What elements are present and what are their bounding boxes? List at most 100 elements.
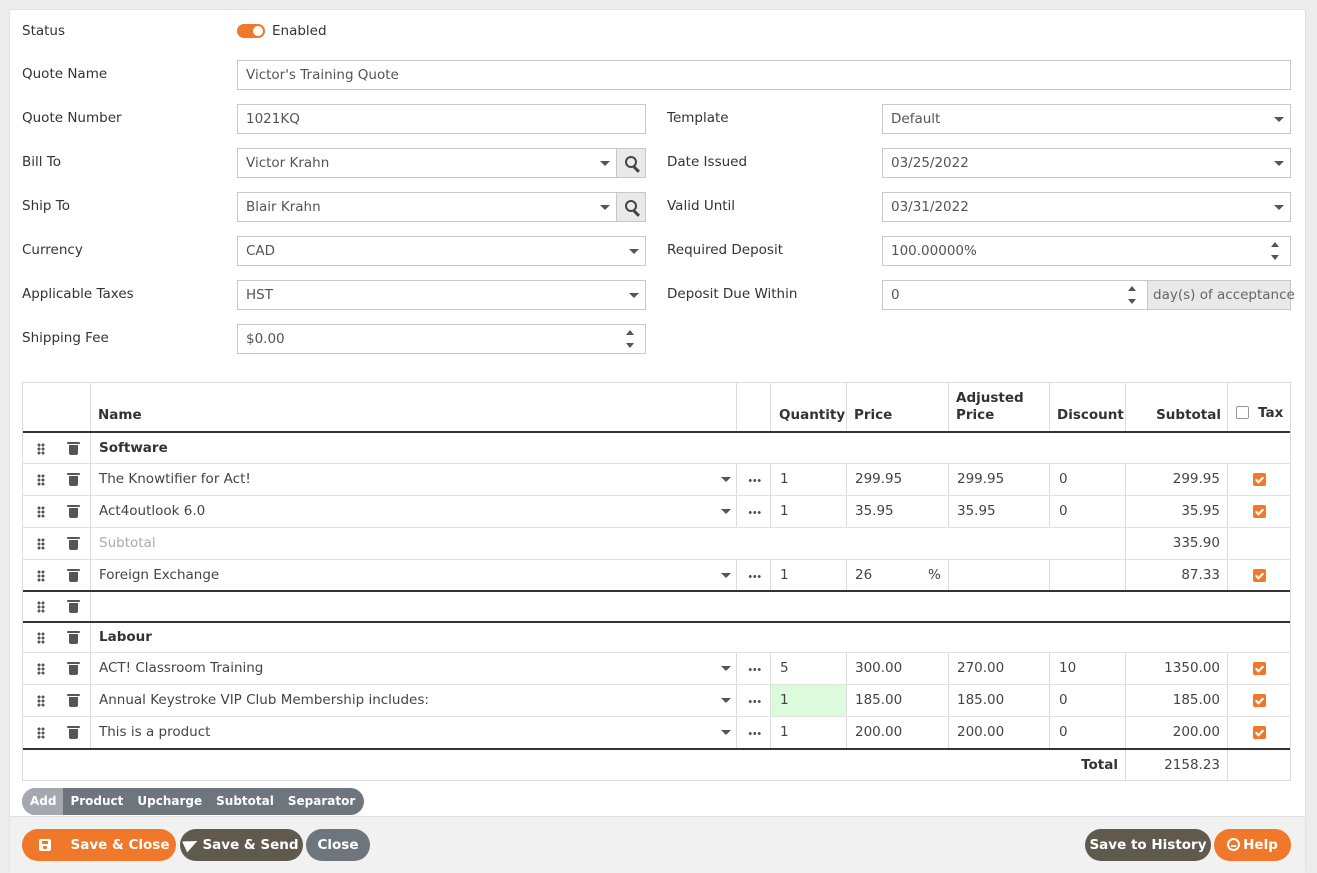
- required-deposit-input[interactable]: 100.00000%: [882, 236, 1291, 266]
- item-name[interactable]: This is a product: [99, 724, 211, 740]
- item-quantity[interactable]: 1: [780, 503, 789, 519]
- item-discount[interactable]: 0: [1059, 724, 1068, 740]
- total-value: 2158.23: [1164, 757, 1220, 773]
- item-price[interactable]: 299.95: [855, 471, 903, 487]
- item-discount[interactable]: 0: [1059, 471, 1068, 487]
- spinner-icon[interactable]: [1128, 286, 1138, 304]
- chevron-down-icon[interactable]: [721, 730, 731, 735]
- tax-checkbox[interactable]: [1253, 473, 1266, 486]
- date-issued-select[interactable]: 03/25/2022: [882, 148, 1291, 178]
- quote-name-input[interactable]: Victor's Training Quote: [237, 60, 1291, 90]
- trash-icon[interactable]: [67, 694, 80, 707]
- taxes-select[interactable]: HST: [237, 280, 646, 310]
- close-button[interactable]: Close: [306, 829, 370, 861]
- group-name[interactable]: Software: [99, 440, 168, 456]
- item-discount[interactable]: 10: [1059, 660, 1077, 676]
- drag-handle-icon[interactable]: [37, 727, 45, 739]
- item-discount[interactable]: 0: [1059, 503, 1068, 519]
- currency-value: CAD: [246, 243, 276, 259]
- more-options-icon[interactable]: [748, 668, 761, 671]
- more-options-icon[interactable]: [748, 479, 761, 482]
- chevron-down-icon[interactable]: [721, 573, 731, 578]
- save-send-button[interactable]: Save & Send: [180, 829, 303, 861]
- save-to-history-button[interactable]: Save to History: [1085, 829, 1211, 861]
- item-name[interactable]: Foreign Exchange: [99, 567, 220, 583]
- trash-icon[interactable]: [67, 537, 80, 550]
- item-quantity[interactable]: 5: [780, 660, 789, 676]
- ship-to-select[interactable]: Blair Krahn: [237, 192, 617, 222]
- item-price[interactable]: 35.95: [855, 503, 894, 519]
- drag-handle-icon[interactable]: [37, 474, 45, 486]
- template-select[interactable]: Default: [882, 104, 1291, 134]
- item-name[interactable]: ACT! Classroom Training: [99, 660, 264, 676]
- group-name[interactable]: Labour: [99, 629, 152, 645]
- item-discount[interactable]: 0: [1059, 692, 1068, 708]
- trash-icon[interactable]: [67, 473, 80, 486]
- trash-icon[interactable]: [67, 662, 80, 675]
- tax-checkbox[interactable]: [1253, 569, 1266, 582]
- subtotal-row-label[interactable]: Subtotal: [99, 535, 156, 551]
- add-subtotal-button[interactable]: Subtotal: [216, 794, 274, 808]
- drag-handle-icon[interactable]: [37, 601, 45, 613]
- add-product-button[interactable]: Product: [70, 794, 124, 808]
- item-quantity[interactable]: 1: [780, 567, 789, 583]
- tax-checkbox[interactable]: [1253, 505, 1266, 518]
- trash-icon[interactable]: [67, 631, 80, 644]
- more-options-icon[interactable]: [748, 732, 761, 735]
- chevron-down-icon[interactable]: [721, 698, 731, 703]
- more-options-icon[interactable]: [748, 511, 761, 514]
- quote-number-input[interactable]: 1021KQ: [237, 104, 646, 134]
- chevron-down-icon[interactable]: [721, 666, 731, 671]
- spinner-icon[interactable]: [626, 330, 636, 348]
- bill-to-select[interactable]: Victor Krahn: [237, 148, 617, 178]
- trash-icon[interactable]: [67, 505, 80, 518]
- bill-to-search-icon[interactable]: [616, 148, 646, 178]
- item-adjusted-price[interactable]: 185.00: [957, 692, 1005, 708]
- drag-handle-icon[interactable]: [37, 632, 45, 644]
- item-price[interactable]: 26: [855, 567, 873, 583]
- item-quantity[interactable]: 1: [780, 471, 789, 487]
- tax-checkbox[interactable]: [1253, 726, 1266, 739]
- deposit-due-input[interactable]: 0: [882, 280, 1148, 310]
- shipping-fee-input[interactable]: $0.00: [237, 324, 646, 354]
- more-options-icon[interactable]: [748, 700, 761, 703]
- ship-to-search-icon[interactable]: [616, 192, 646, 222]
- item-adjusted-price[interactable]: 200.00: [957, 724, 1005, 740]
- valid-until-select[interactable]: 03/31/2022: [882, 192, 1291, 222]
- add-separator-button[interactable]: Separator: [287, 794, 356, 808]
- spinner-icon[interactable]: [1271, 242, 1281, 260]
- more-options-icon[interactable]: [748, 575, 761, 578]
- trash-icon[interactable]: [67, 442, 80, 455]
- tax-checkbox[interactable]: [1253, 662, 1266, 675]
- item-adjusted-price[interactable]: 270.00: [957, 660, 1005, 676]
- status-toggle[interactable]: [237, 24, 265, 38]
- item-adjusted-price[interactable]: 299.95: [957, 471, 1005, 487]
- save-close-button[interactable]: Save & Close: [22, 829, 176, 861]
- chevron-down-icon: [1274, 161, 1284, 166]
- item-adjusted-price[interactable]: 35.95: [957, 503, 996, 519]
- trash-icon[interactable]: [67, 726, 80, 739]
- item-name[interactable]: The Knowtifier for Act!: [99, 471, 251, 487]
- item-price[interactable]: 185.00: [855, 692, 903, 708]
- drag-handle-icon[interactable]: [37, 443, 45, 455]
- drag-handle-icon[interactable]: [37, 663, 45, 675]
- drag-handle-icon[interactable]: [37, 538, 45, 550]
- tax-all-checkbox[interactable]: [1236, 406, 1249, 419]
- add-upcharge-button[interactable]: Upcharge: [137, 794, 203, 808]
- trash-icon[interactable]: [67, 600, 80, 613]
- item-name[interactable]: Act4outlook 6.0: [99, 503, 206, 519]
- tax-checkbox[interactable]: [1253, 694, 1266, 707]
- drag-handle-icon[interactable]: [37, 695, 45, 707]
- item-name[interactable]: Annual Keystroke VIP Club Membership inc…: [99, 692, 429, 708]
- chevron-down-icon[interactable]: [721, 509, 731, 514]
- chevron-down-icon[interactable]: [721, 477, 731, 482]
- drag-handle-icon[interactable]: [37, 506, 45, 518]
- drag-handle-icon[interactable]: [37, 570, 45, 582]
- currency-select[interactable]: CAD: [237, 236, 646, 266]
- item-quantity[interactable]: 1: [780, 724, 789, 740]
- item-price[interactable]: 200.00: [855, 724, 903, 740]
- item-quantity[interactable]: 1: [780, 692, 789, 708]
- trash-icon[interactable]: [67, 569, 80, 582]
- help-button[interactable]: Help: [1214, 829, 1291, 861]
- item-price[interactable]: 300.00: [855, 660, 903, 676]
